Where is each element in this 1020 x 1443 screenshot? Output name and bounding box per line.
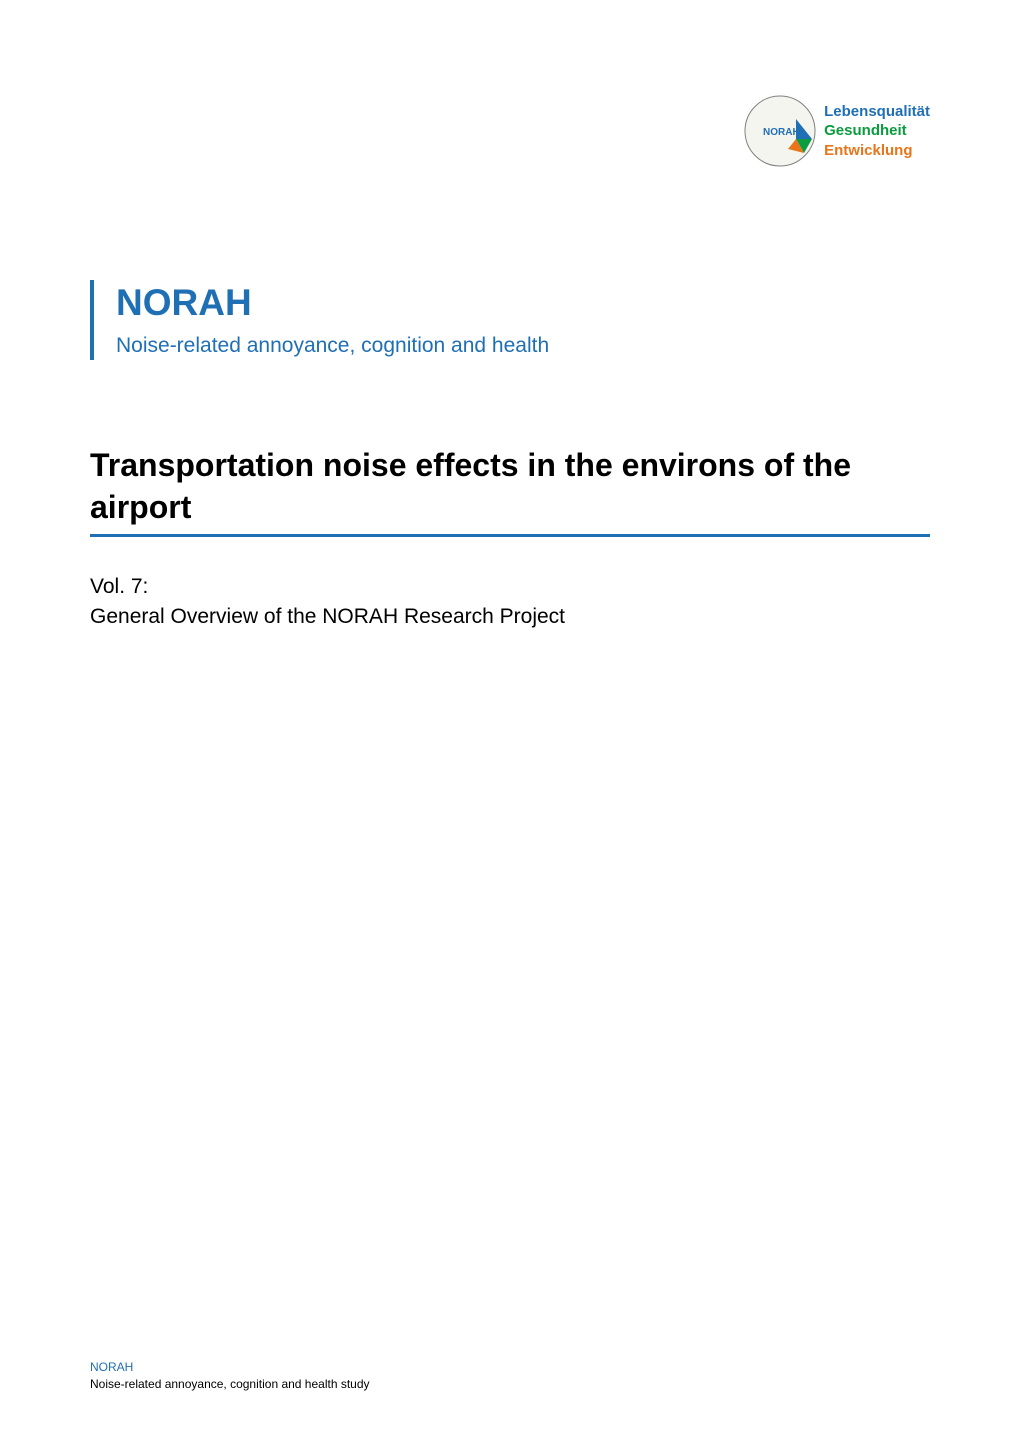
tagline-line-1: Lebensqualität (824, 102, 930, 122)
subtitle: Noise-related annoyance, cognition and h… (116, 334, 930, 358)
footer-title: NORAH (90, 1359, 370, 1376)
footer-subtitle: Noise-related annoyance, cognition and h… (90, 1376, 370, 1393)
volume-section: Vol. 7: General Overview of the NORAH Re… (90, 572, 930, 631)
heading-section: Transportation noise effects in the envi… (90, 445, 930, 537)
tagline-line-3: Entwicklung (824, 141, 930, 161)
volume-description: General Overview of the NORAH Research P… (90, 602, 930, 631)
volume-label: Vol. 7: (90, 572, 930, 601)
main-title: NORAH (116, 282, 930, 324)
logo-section: NORAH Lebensqualität Gesundheit Entwickl… (744, 95, 930, 167)
norah-logo-icon: NORAH (744, 95, 816, 167)
tagline-line-2: Gesundheit (824, 121, 930, 141)
title-section: NORAH Noise-related annoyance, cognition… (90, 280, 930, 360)
document-heading: Transportation noise effects in the envi… (90, 445, 930, 537)
page-footer: NORAH Noise-related annoyance, cognition… (90, 1359, 370, 1393)
logo-tagline: Lebensqualität Gesundheit Entwicklung (824, 102, 930, 161)
logo-inner-text: NORAH (763, 127, 800, 138)
